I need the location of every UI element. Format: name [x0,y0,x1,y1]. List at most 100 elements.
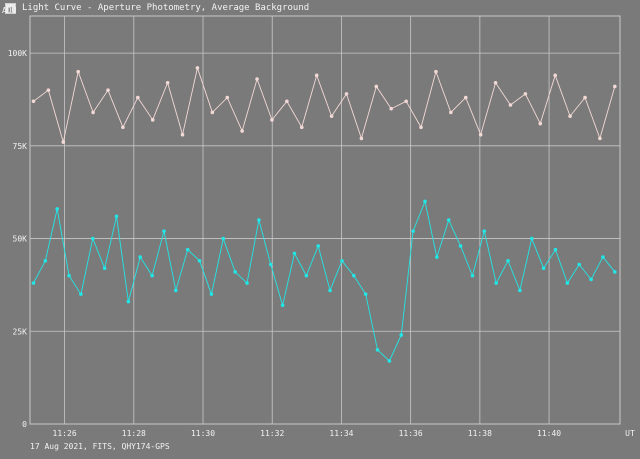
y-tick-label: 50K [13,235,28,244]
target-point [299,125,304,130]
target-point [255,77,259,81]
comparison-point [446,218,451,222]
comparison-point [328,288,332,293]
comparison-point [529,236,534,241]
target-point [478,132,483,137]
comparison-point [541,266,546,271]
x-tick-label: 11:32 [260,429,284,438]
comparison-point [375,348,380,352]
target-point [285,99,289,104]
target-point [150,118,155,122]
target-point [598,136,602,141]
target-point [61,140,66,144]
plot-frame [29,15,621,425]
y-tick-label: 0 [22,420,27,429]
target-point [165,80,170,85]
comparison-point [245,281,249,285]
x-tick-label: 11:40 [537,429,561,438]
comparison-point [482,229,487,233]
comparison-point [268,262,273,267]
comparison-point [197,259,202,263]
comparison-point [138,255,143,259]
comparison-point [458,244,463,248]
comparison-point [399,333,404,337]
comparison-point [79,292,83,296]
x-axis-label: UT [625,429,635,438]
x-tick-label: 11:28 [122,429,146,438]
target-point [195,66,200,70]
target-point [583,95,587,100]
target-point [180,132,185,137]
target-point [121,125,125,130]
comparison-point [280,303,285,308]
comparison-point [292,251,297,256]
target-point [449,110,453,115]
target-point [344,92,349,96]
target-point [374,84,379,89]
comparison-point [435,255,439,259]
target-point [76,69,80,74]
comparison-point [577,262,582,267]
target-point [314,73,319,78]
target-point [553,73,557,78]
comparison-point [162,229,166,233]
target-point [329,114,334,118]
y-tick-label: 100K [8,49,27,58]
comparison-point [67,273,71,278]
comparison-point [506,259,510,263]
y-tick-label: 25K [13,327,28,336]
target-point [404,99,408,104]
target-point [463,95,468,100]
target-point [538,121,543,126]
comparison-point [150,273,154,278]
comparison-point [31,281,36,285]
comparison-series [31,199,617,363]
comparison-point [233,270,237,274]
target-point [389,106,394,111]
comparison-point [565,281,570,285]
target-point [46,88,51,92]
target-point [106,88,110,92]
target-point [225,95,230,100]
comparison-point [411,229,415,233]
y-axis-label: ADU [2,6,17,15]
comparison-series-line [33,199,616,362]
x-tick-label: 11:26 [53,429,77,438]
title-bar: ▥ Light Curve - Aperture Photometry, Ave… [0,0,640,16]
target-point [31,99,36,104]
target-point [523,92,528,96]
comparison-point [423,199,427,204]
target-point [210,110,215,115]
chart-axes: 0 25K 50K 75K 100K 11:26 11:28 11:30 11:32 11:34 1… [2,6,635,438]
comparison-point [613,270,617,274]
x-tick-label: 11:36 [399,429,423,438]
comparison-point [340,259,344,263]
comparison-point [351,273,356,278]
x-tick-label: 11:38 [468,429,492,438]
comparison-point [470,273,475,278]
comparison-point [553,247,558,252]
comparison-point [185,247,190,252]
comparison-point [55,207,59,211]
comparison-point [174,288,178,293]
chart-series [31,66,617,363]
comparison-point [257,218,261,222]
observation-info: 17 Aug 2021, FITS, QHY174-GPS [30,442,170,451]
target-point [136,95,140,100]
comparison-point [316,244,321,248]
target-point [493,80,498,85]
chart-grid [29,15,621,425]
y-tick-label: 75K [13,142,28,151]
comparison-point [90,236,95,241]
window-title: Light Curve - Aperture Photometry, Avera… [22,3,310,13]
chart-app-icon[interactable]: ▥ [5,2,16,14]
target-point [240,129,244,133]
target-point [91,110,95,115]
target-series [31,66,617,144]
comparison-point [494,281,498,285]
comparison-point [221,236,226,241]
comparison-point [209,292,214,296]
target-point [419,125,423,130]
comparison-point [518,288,522,293]
